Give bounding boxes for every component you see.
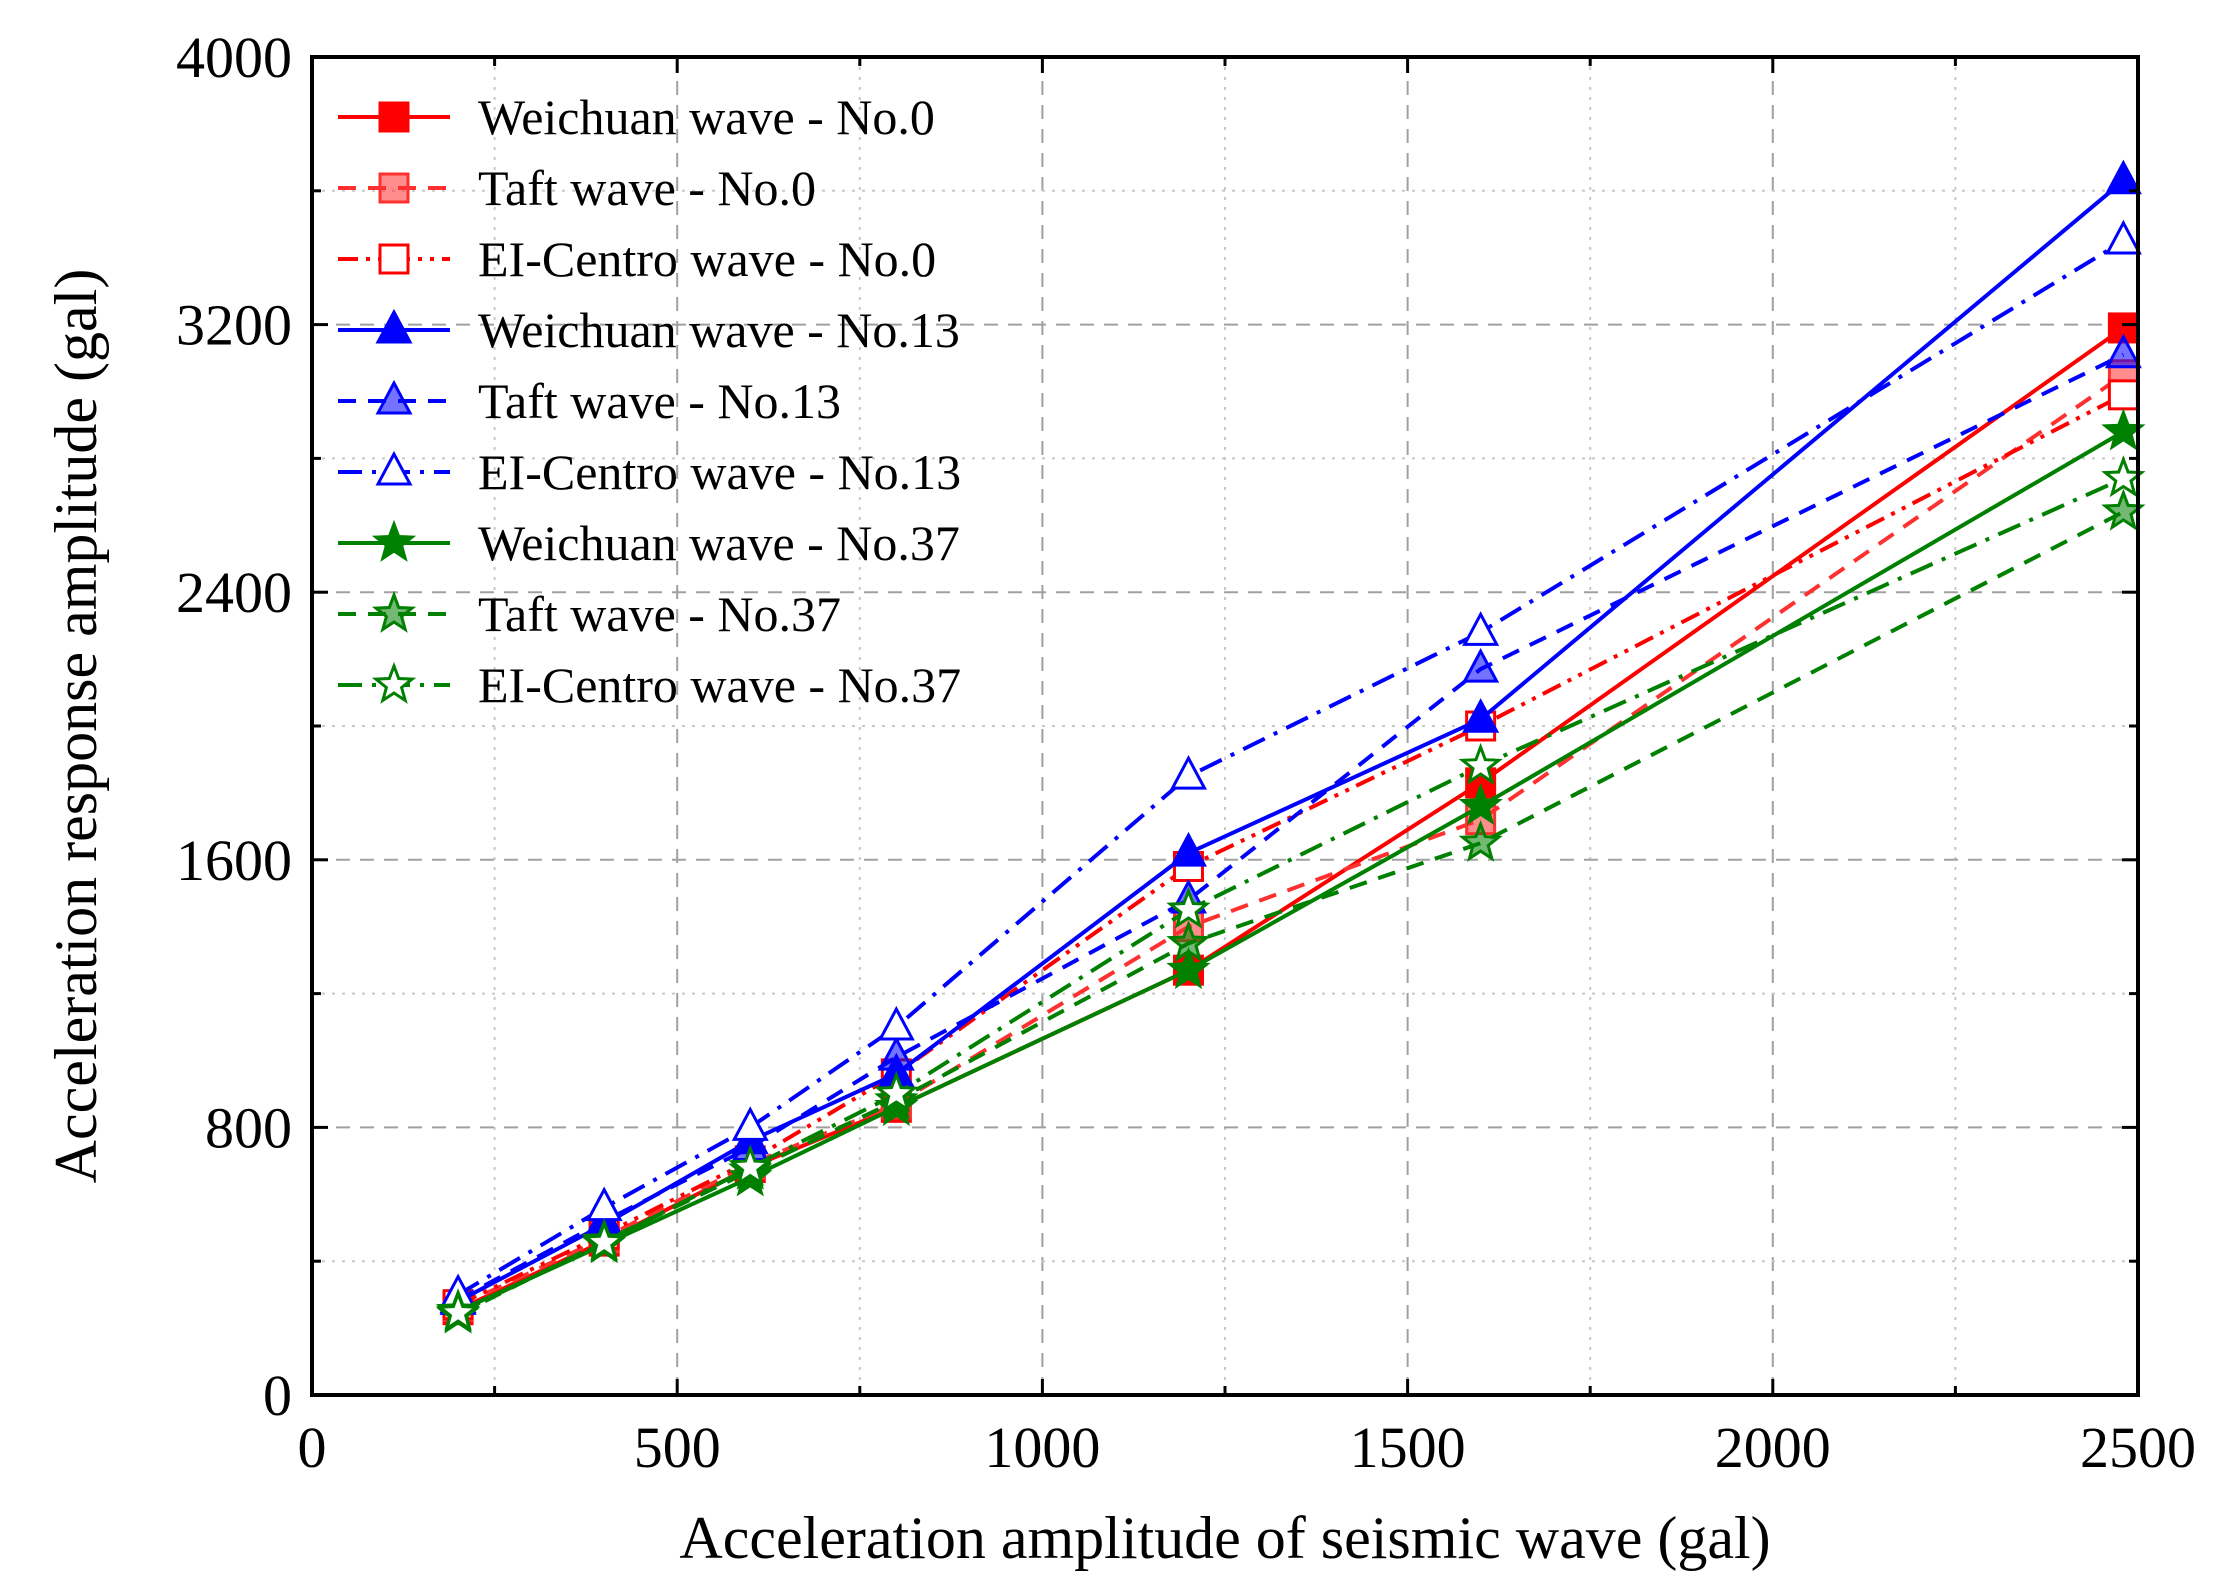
y-tick-label: 1600 xyxy=(176,828,292,893)
data-point xyxy=(1462,647,1500,683)
legend-marker xyxy=(371,661,417,704)
x-tick-label: 1500 xyxy=(1350,1415,1466,1480)
data-point xyxy=(1458,783,1503,826)
series-2 xyxy=(442,359,2139,1322)
legend-label: EI-Centro wave - No.37 xyxy=(478,657,961,713)
data-point xyxy=(582,1219,627,1262)
grid xyxy=(312,57,2138,1395)
data-point xyxy=(877,1035,915,1071)
data-point xyxy=(1458,819,1503,862)
axis-ticks: 0 500 1000 1500 2000 2500 0 800 1600 2400 3200 4000 xyxy=(176,25,2196,1480)
legend-marker xyxy=(375,379,413,415)
series-group xyxy=(435,159,2146,1334)
legend-marker xyxy=(378,101,410,133)
legend-item: Weichuan wave - No.0 xyxy=(338,89,935,145)
data-point xyxy=(435,1289,481,1332)
data-point xyxy=(731,1106,769,1141)
data-point xyxy=(1462,698,1500,733)
data-point xyxy=(1462,611,1500,646)
x-tick-label: 500 xyxy=(634,1415,721,1480)
legend-marker xyxy=(371,590,417,633)
y-tick-label: 2400 xyxy=(176,560,292,625)
x-tick-label: 2500 xyxy=(2080,1415,2196,1480)
y-tick-label: 800 xyxy=(205,1095,292,1160)
data-point xyxy=(728,1144,773,1187)
series-9 xyxy=(435,455,2146,1332)
legend-label: Taft wave - No.37 xyxy=(478,586,841,642)
legend-item: Weichuan wave - No.13 xyxy=(338,302,960,358)
x-tick-label: 2000 xyxy=(1715,1415,1831,1480)
legend-item: Taft wave - No.13 xyxy=(338,373,841,429)
x-axis-title: Acceleration amplitude of seismic wave (… xyxy=(679,1505,1770,1571)
legend-marker xyxy=(371,519,417,562)
x-tick-label: 0 xyxy=(298,1415,327,1480)
legend-item: Taft wave - No.37 xyxy=(338,586,841,642)
x-tick-label: 1000 xyxy=(984,1415,1100,1480)
legend-item: EI-Centro wave - No.13 xyxy=(338,444,961,500)
y-axis-title: Acceleration response amplitude (gal) xyxy=(43,269,109,1184)
legend-label: Weichuan wave - No.0 xyxy=(478,89,935,145)
legend-item: Taft wave - No.0 xyxy=(338,160,816,216)
data-point xyxy=(1169,831,1207,867)
legend-item: EI-Centro wave - No.37 xyxy=(338,657,961,713)
legend-item: EI-Centro wave - No.0 xyxy=(338,231,936,287)
legend-label: Weichuan wave - No.37 xyxy=(478,515,960,571)
y-tick-label: 0 xyxy=(263,1363,292,1428)
legend-marker xyxy=(378,172,410,204)
data-point xyxy=(874,1070,919,1113)
legend-item: Weichuan wave - No.37 xyxy=(338,515,960,571)
data-point xyxy=(1458,742,1503,785)
y-tick-label: 4000 xyxy=(176,25,292,90)
data-point xyxy=(2104,333,2142,369)
data-point xyxy=(2107,379,2139,411)
data-point xyxy=(2104,219,2142,255)
legend-marker xyxy=(375,308,413,344)
legend-label: EI-Centro wave - No.13 xyxy=(478,444,961,500)
series-6 xyxy=(439,219,2142,1309)
legend-label: Taft wave - No.13 xyxy=(478,373,841,429)
data-point xyxy=(2104,159,2142,195)
legend-label: EI-Centro wave - No.0 xyxy=(478,231,936,287)
legend-marker xyxy=(378,243,410,275)
data-point xyxy=(1166,920,1211,963)
data-point xyxy=(1166,946,1211,990)
legend-label: Taft wave - No.0 xyxy=(478,160,816,216)
data-point xyxy=(877,1005,915,1041)
legend-label: Weichuan wave - No.13 xyxy=(478,302,960,358)
data-point xyxy=(585,1186,623,1222)
data-point xyxy=(1166,886,1211,929)
y-tick-label: 3200 xyxy=(176,293,292,358)
legend: Weichuan wave - No.0 Taft wave - No.0 EI-C… xyxy=(338,89,961,713)
data-point xyxy=(1169,754,1207,790)
legend-marker xyxy=(375,450,413,486)
